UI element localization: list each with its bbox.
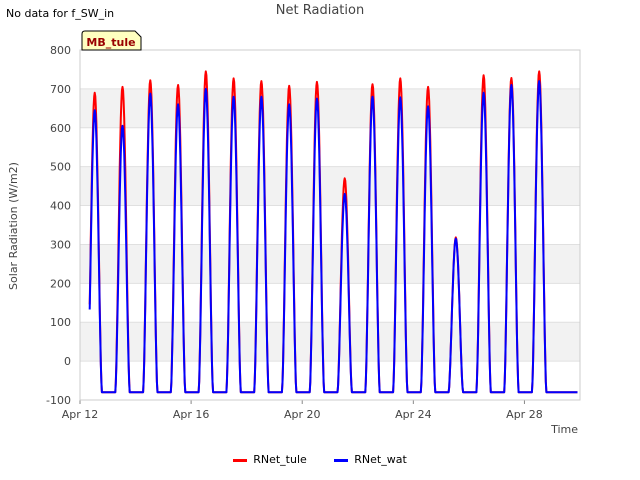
plot-frame	[79, 49, 581, 401]
x-tick-label: Apr 12	[62, 408, 99, 421]
y-tick-label: 0	[64, 355, 71, 368]
y-axis-label: Solar Radiation (W/m2)	[7, 162, 20, 290]
x-axis-label: Time	[550, 423, 578, 436]
grid-band	[80, 244, 580, 284]
y-tick-label: 500	[50, 161, 71, 174]
y-tick-label: 300	[50, 238, 71, 251]
y-tick-label: 800	[50, 44, 71, 57]
site-badge-label: MB_tule	[86, 36, 135, 49]
legend-label-rnet-wat: RNet_wat	[354, 453, 407, 466]
legend-label-rnet-tule: RNet_tule	[253, 453, 307, 466]
series-line-rnet-wat	[88, 80, 578, 394]
site-badge: MB_tule	[81, 30, 142, 51]
x-tick-label: Apr 28	[506, 408, 543, 421]
legend: RNet_tule RNet_wat	[0, 453, 640, 466]
chart-title: Net Radiation	[275, 3, 365, 18]
legend-swatch-rnet-tule	[233, 458, 248, 462]
legend-item-rnet-tule: RNet_tule	[233, 453, 307, 466]
x-tick-label: Apr 16	[173, 408, 210, 421]
y-tick-label: 200	[50, 277, 71, 290]
grid-band	[80, 322, 580, 362]
y-tick-label: 600	[50, 122, 71, 135]
y-tick-label: 400	[50, 200, 71, 213]
y-tick-label: 700	[50, 83, 71, 96]
grid-band	[80, 166, 580, 206]
no-data-message: No data for f_SW_in	[6, 7, 115, 20]
legend-swatch-rnet-wat	[334, 458, 349, 462]
y-tick-label: 100	[50, 316, 71, 329]
y-tick-label: -100	[46, 394, 71, 407]
legend-item-rnet-wat: RNet_wat	[334, 453, 407, 466]
x-tick-label: Apr 24	[395, 408, 432, 421]
x-tick-label: Apr 20	[284, 408, 321, 421]
grid-band	[80, 88, 580, 128]
